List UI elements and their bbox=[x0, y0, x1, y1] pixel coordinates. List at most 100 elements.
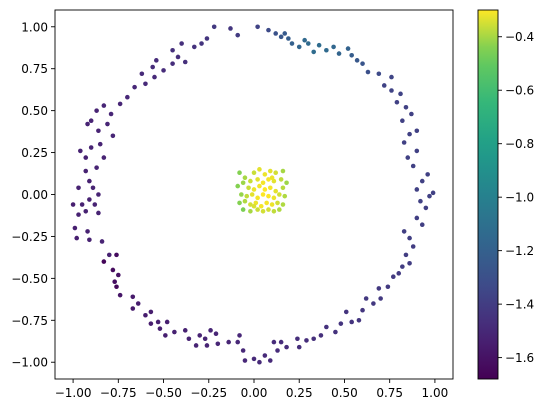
data-point bbox=[316, 42, 322, 48]
data-point bbox=[385, 284, 391, 290]
data-point bbox=[289, 41, 295, 46]
data-point bbox=[157, 326, 163, 331]
data-point bbox=[240, 180, 246, 186]
data-point bbox=[242, 175, 248, 181]
data-point bbox=[96, 192, 101, 197]
data-point bbox=[97, 141, 103, 147]
data-point bbox=[311, 49, 317, 55]
data-point bbox=[79, 202, 85, 207]
data-point bbox=[248, 208, 253, 214]
colorbar-tick-label: −1.4 bbox=[505, 298, 534, 312]
data-point bbox=[343, 309, 349, 315]
data-point bbox=[130, 306, 136, 311]
y-tick-label: 0.00 bbox=[21, 188, 48, 202]
data-point bbox=[286, 36, 291, 41]
data-point bbox=[202, 336, 208, 342]
data-point bbox=[407, 131, 412, 137]
data-point bbox=[170, 47, 175, 53]
data-point bbox=[360, 61, 365, 66]
data-point bbox=[284, 180, 289, 186]
data-point bbox=[324, 47, 329, 53]
data-point bbox=[204, 343, 210, 348]
data-point bbox=[302, 37, 307, 43]
data-point bbox=[125, 94, 130, 100]
data-point bbox=[275, 348, 280, 353]
data-point bbox=[267, 168, 273, 174]
data-point bbox=[116, 272, 121, 278]
data-point bbox=[262, 172, 268, 177]
data-point bbox=[378, 296, 383, 301]
data-point bbox=[257, 167, 262, 172]
data-point bbox=[96, 128, 101, 134]
data-point bbox=[248, 178, 253, 184]
data-point bbox=[143, 312, 148, 318]
data-point bbox=[76, 212, 81, 217]
data-point bbox=[410, 244, 416, 249]
data-point bbox=[271, 208, 277, 214]
data-point bbox=[76, 185, 81, 191]
data-point bbox=[175, 54, 181, 60]
data-point bbox=[391, 274, 396, 279]
data-point bbox=[112, 279, 117, 285]
data-point bbox=[182, 328, 188, 333]
data-point bbox=[410, 163, 416, 169]
data-point bbox=[405, 155, 411, 160]
data-point bbox=[87, 237, 92, 243]
x-tick-label: 1.00 bbox=[422, 386, 449, 400]
data-point bbox=[430, 190, 436, 196]
data-point bbox=[409, 111, 414, 117]
data-point bbox=[266, 177, 271, 182]
y-tick-label: −0.25 bbox=[11, 230, 48, 244]
data-point bbox=[296, 44, 302, 50]
data-point bbox=[255, 207, 260, 212]
colorbar: −0.4 −0.6 −0.8 −1.0 −1.2 −1.4 −1.6 bbox=[477, 9, 534, 380]
data-point bbox=[87, 178, 92, 184]
data-point bbox=[148, 321, 154, 326]
data-point bbox=[215, 341, 221, 347]
data-point bbox=[271, 339, 277, 345]
data-point bbox=[251, 170, 257, 175]
data-point bbox=[143, 81, 148, 87]
y-tick-label: 0.75 bbox=[21, 62, 48, 76]
data-point bbox=[110, 267, 116, 273]
data-point bbox=[99, 239, 105, 244]
data-point bbox=[186, 336, 192, 342]
data-point bbox=[267, 358, 273, 363]
data-point bbox=[356, 318, 362, 323]
data-point bbox=[407, 260, 412, 266]
data-point bbox=[360, 307, 365, 313]
data-point bbox=[394, 99, 400, 105]
data-point bbox=[324, 324, 329, 330]
data-point bbox=[161, 68, 166, 73]
data-point bbox=[235, 183, 241, 189]
data-point bbox=[117, 101, 123, 107]
data-point bbox=[295, 336, 300, 342]
x-tick-label: 0.75 bbox=[376, 386, 403, 400]
data-point bbox=[282, 193, 288, 199]
data-point bbox=[318, 333, 324, 338]
data-point bbox=[117, 292, 123, 298]
data-point bbox=[260, 208, 266, 214]
data-point bbox=[331, 44, 336, 50]
data-point bbox=[296, 344, 302, 350]
data-point bbox=[85, 229, 90, 234]
data-point bbox=[278, 177, 284, 182]
data-point bbox=[338, 321, 344, 326]
data-point bbox=[114, 284, 119, 290]
x-tick-label: −0.25 bbox=[190, 386, 227, 400]
data-point bbox=[88, 145, 94, 150]
data-point bbox=[179, 41, 184, 46]
data-point bbox=[400, 264, 405, 269]
data-point bbox=[164, 319, 170, 325]
data-point bbox=[90, 185, 96, 191]
data-point bbox=[139, 71, 145, 77]
data-point bbox=[92, 202, 98, 207]
data-point bbox=[235, 32, 241, 38]
y-tick-label: −0.50 bbox=[11, 272, 48, 286]
data-point bbox=[277, 192, 282, 197]
data-point bbox=[70, 202, 76, 207]
data-point bbox=[371, 301, 376, 306]
data-point bbox=[266, 27, 271, 33]
